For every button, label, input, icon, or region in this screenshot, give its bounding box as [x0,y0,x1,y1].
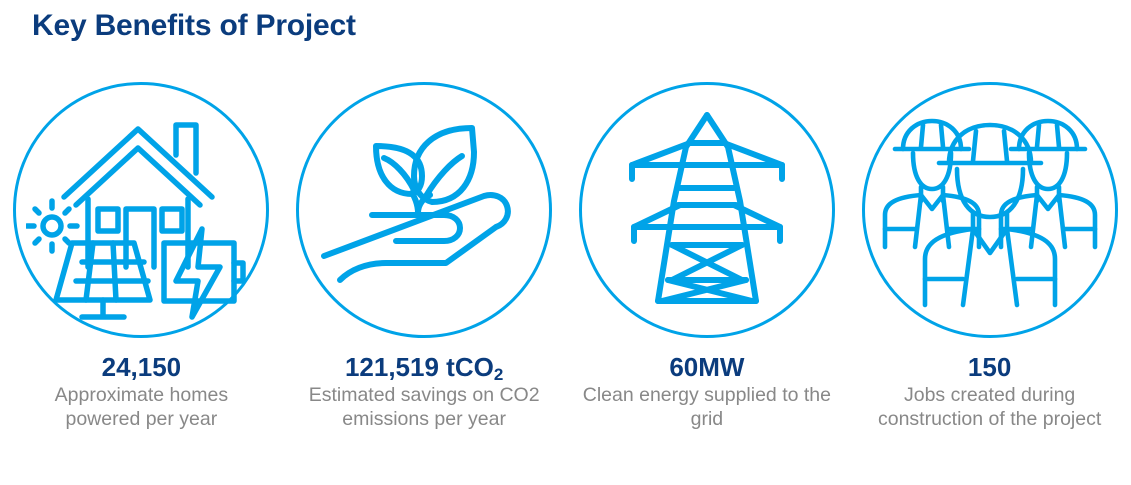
benefit-item-homes-powered: 24,150 Approximate homes powered per yea… [0,82,283,432]
icon-circle-clean-energy [578,82,835,338]
stat-value-text: 150 [967,352,1012,382]
construction-workers-icon [877,97,1103,323]
power-pylon-icon [602,105,812,315]
stat-value-text: 60MW [669,352,745,382]
stat-caption: Estimated savings on CO2 emissions per y… [308,384,540,431]
icon-circle-homes-powered [13,82,270,338]
page-title: Key Benefits of Project [32,9,356,42]
stat-value: 60MW [669,352,745,382]
stat-caption: Clean energy supplied to the grid [582,384,831,431]
benefits-row: 24,150 Approximate homes powered per yea… [0,82,1131,432]
benefit-item-clean-energy: 60MW Clean energy supplied to the grid [566,82,849,432]
stat-value-subscript: 2 [493,365,504,384]
benefit-item-jobs-created: 150 Jobs created during construction of … [848,82,1131,432]
icon-circle-co2-savings [296,82,553,338]
hand-plant-icon [314,100,534,320]
icon-circle-jobs-created [861,82,1118,338]
stat-caption: Approximate homes powered per year [54,384,229,431]
stat-value: 121,519 tCO2 [344,352,504,384]
stat-value-text: 24,150 [101,352,182,382]
stat-caption: Jobs created during construction of the … [877,384,1102,431]
benefit-item-co2-savings: 121,519 tCO2 Estimated savings on CO2 em… [283,82,566,432]
stat-value-text: 121,519 tCO [344,352,494,382]
stat-value: 24,150 [101,352,182,382]
stat-value: 150 [967,352,1012,382]
house-solar-battery-icon [26,95,256,325]
